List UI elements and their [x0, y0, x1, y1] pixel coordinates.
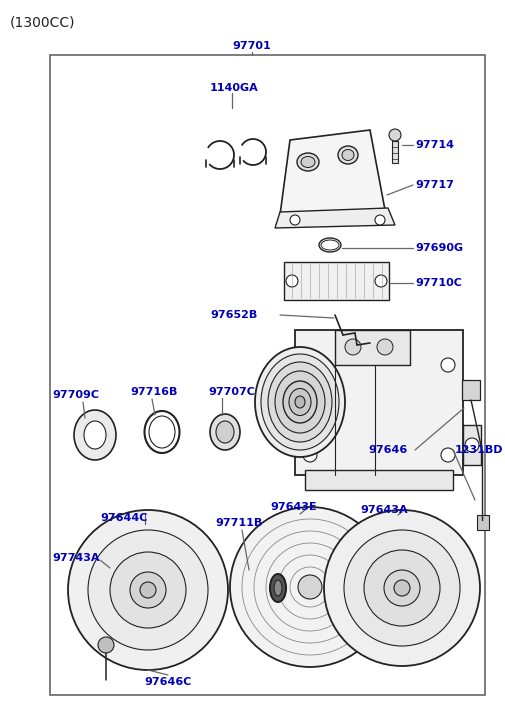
Bar [305, 470, 453, 490]
Circle shape [441, 448, 455, 462]
Circle shape [384, 570, 420, 606]
Text: 97701: 97701 [233, 41, 271, 51]
Ellipse shape [338, 146, 358, 164]
Ellipse shape [297, 153, 319, 171]
Ellipse shape [268, 362, 332, 442]
Text: 97690G: 97690G [415, 243, 463, 253]
Bar [335, 330, 410, 365]
Text: 97644C: 97644C [100, 513, 147, 523]
Text: 97743A: 97743A [52, 553, 99, 563]
Circle shape [394, 580, 410, 596]
Circle shape [375, 275, 387, 287]
Ellipse shape [84, 421, 106, 449]
Circle shape [298, 575, 322, 599]
Bar [50, 55, 485, 695]
Ellipse shape [321, 240, 339, 250]
Bar [284, 262, 389, 300]
Text: 97652B: 97652B [210, 310, 257, 320]
Ellipse shape [275, 371, 325, 433]
Ellipse shape [274, 580, 282, 596]
Ellipse shape [283, 381, 317, 423]
Circle shape [344, 530, 460, 646]
Ellipse shape [149, 416, 175, 448]
Text: 97714: 97714 [415, 140, 454, 150]
Circle shape [303, 448, 317, 462]
Circle shape [345, 339, 361, 355]
Text: 97711B: 97711B [215, 518, 262, 528]
Text: 97646C: 97646C [144, 677, 192, 687]
Text: 97707C: 97707C [208, 387, 255, 397]
Ellipse shape [342, 150, 354, 161]
Text: 97716B: 97716B [130, 387, 177, 397]
Circle shape [68, 510, 228, 670]
Bar [462, 380, 480, 400]
Circle shape [230, 507, 390, 667]
Circle shape [130, 572, 166, 608]
Ellipse shape [270, 574, 286, 602]
Circle shape [364, 550, 440, 626]
Ellipse shape [216, 421, 234, 443]
Bar [295, 330, 463, 475]
Circle shape [110, 552, 186, 628]
Bar [477, 515, 489, 530]
Circle shape [465, 438, 479, 452]
Ellipse shape [74, 410, 116, 460]
Text: 97710C: 97710C [415, 278, 462, 288]
Ellipse shape [261, 354, 339, 450]
Bar [463, 425, 481, 465]
Circle shape [98, 637, 114, 653]
Circle shape [375, 215, 385, 225]
Circle shape [286, 275, 298, 287]
Circle shape [290, 215, 300, 225]
Polygon shape [275, 208, 395, 228]
Ellipse shape [255, 347, 345, 457]
Circle shape [441, 358, 455, 372]
Ellipse shape [301, 156, 315, 167]
Circle shape [324, 510, 480, 666]
Circle shape [303, 358, 317, 372]
Ellipse shape [210, 414, 240, 450]
Text: 1231BD: 1231BD [455, 445, 503, 455]
Text: 97643E: 97643E [270, 502, 317, 512]
Ellipse shape [295, 396, 305, 408]
Bar [392, 141, 398, 163]
Circle shape [88, 530, 208, 650]
Text: (1300CC): (1300CC) [10, 15, 76, 29]
Text: 97646: 97646 [368, 445, 407, 455]
Circle shape [389, 129, 401, 141]
Text: 97709C: 97709C [52, 390, 99, 400]
Text: 97717: 97717 [415, 180, 454, 190]
Polygon shape [280, 130, 385, 215]
Text: 1140GA: 1140GA [210, 83, 259, 93]
Circle shape [377, 339, 393, 355]
Text: 97643A: 97643A [360, 505, 408, 515]
Ellipse shape [289, 388, 311, 416]
Circle shape [140, 582, 156, 598]
